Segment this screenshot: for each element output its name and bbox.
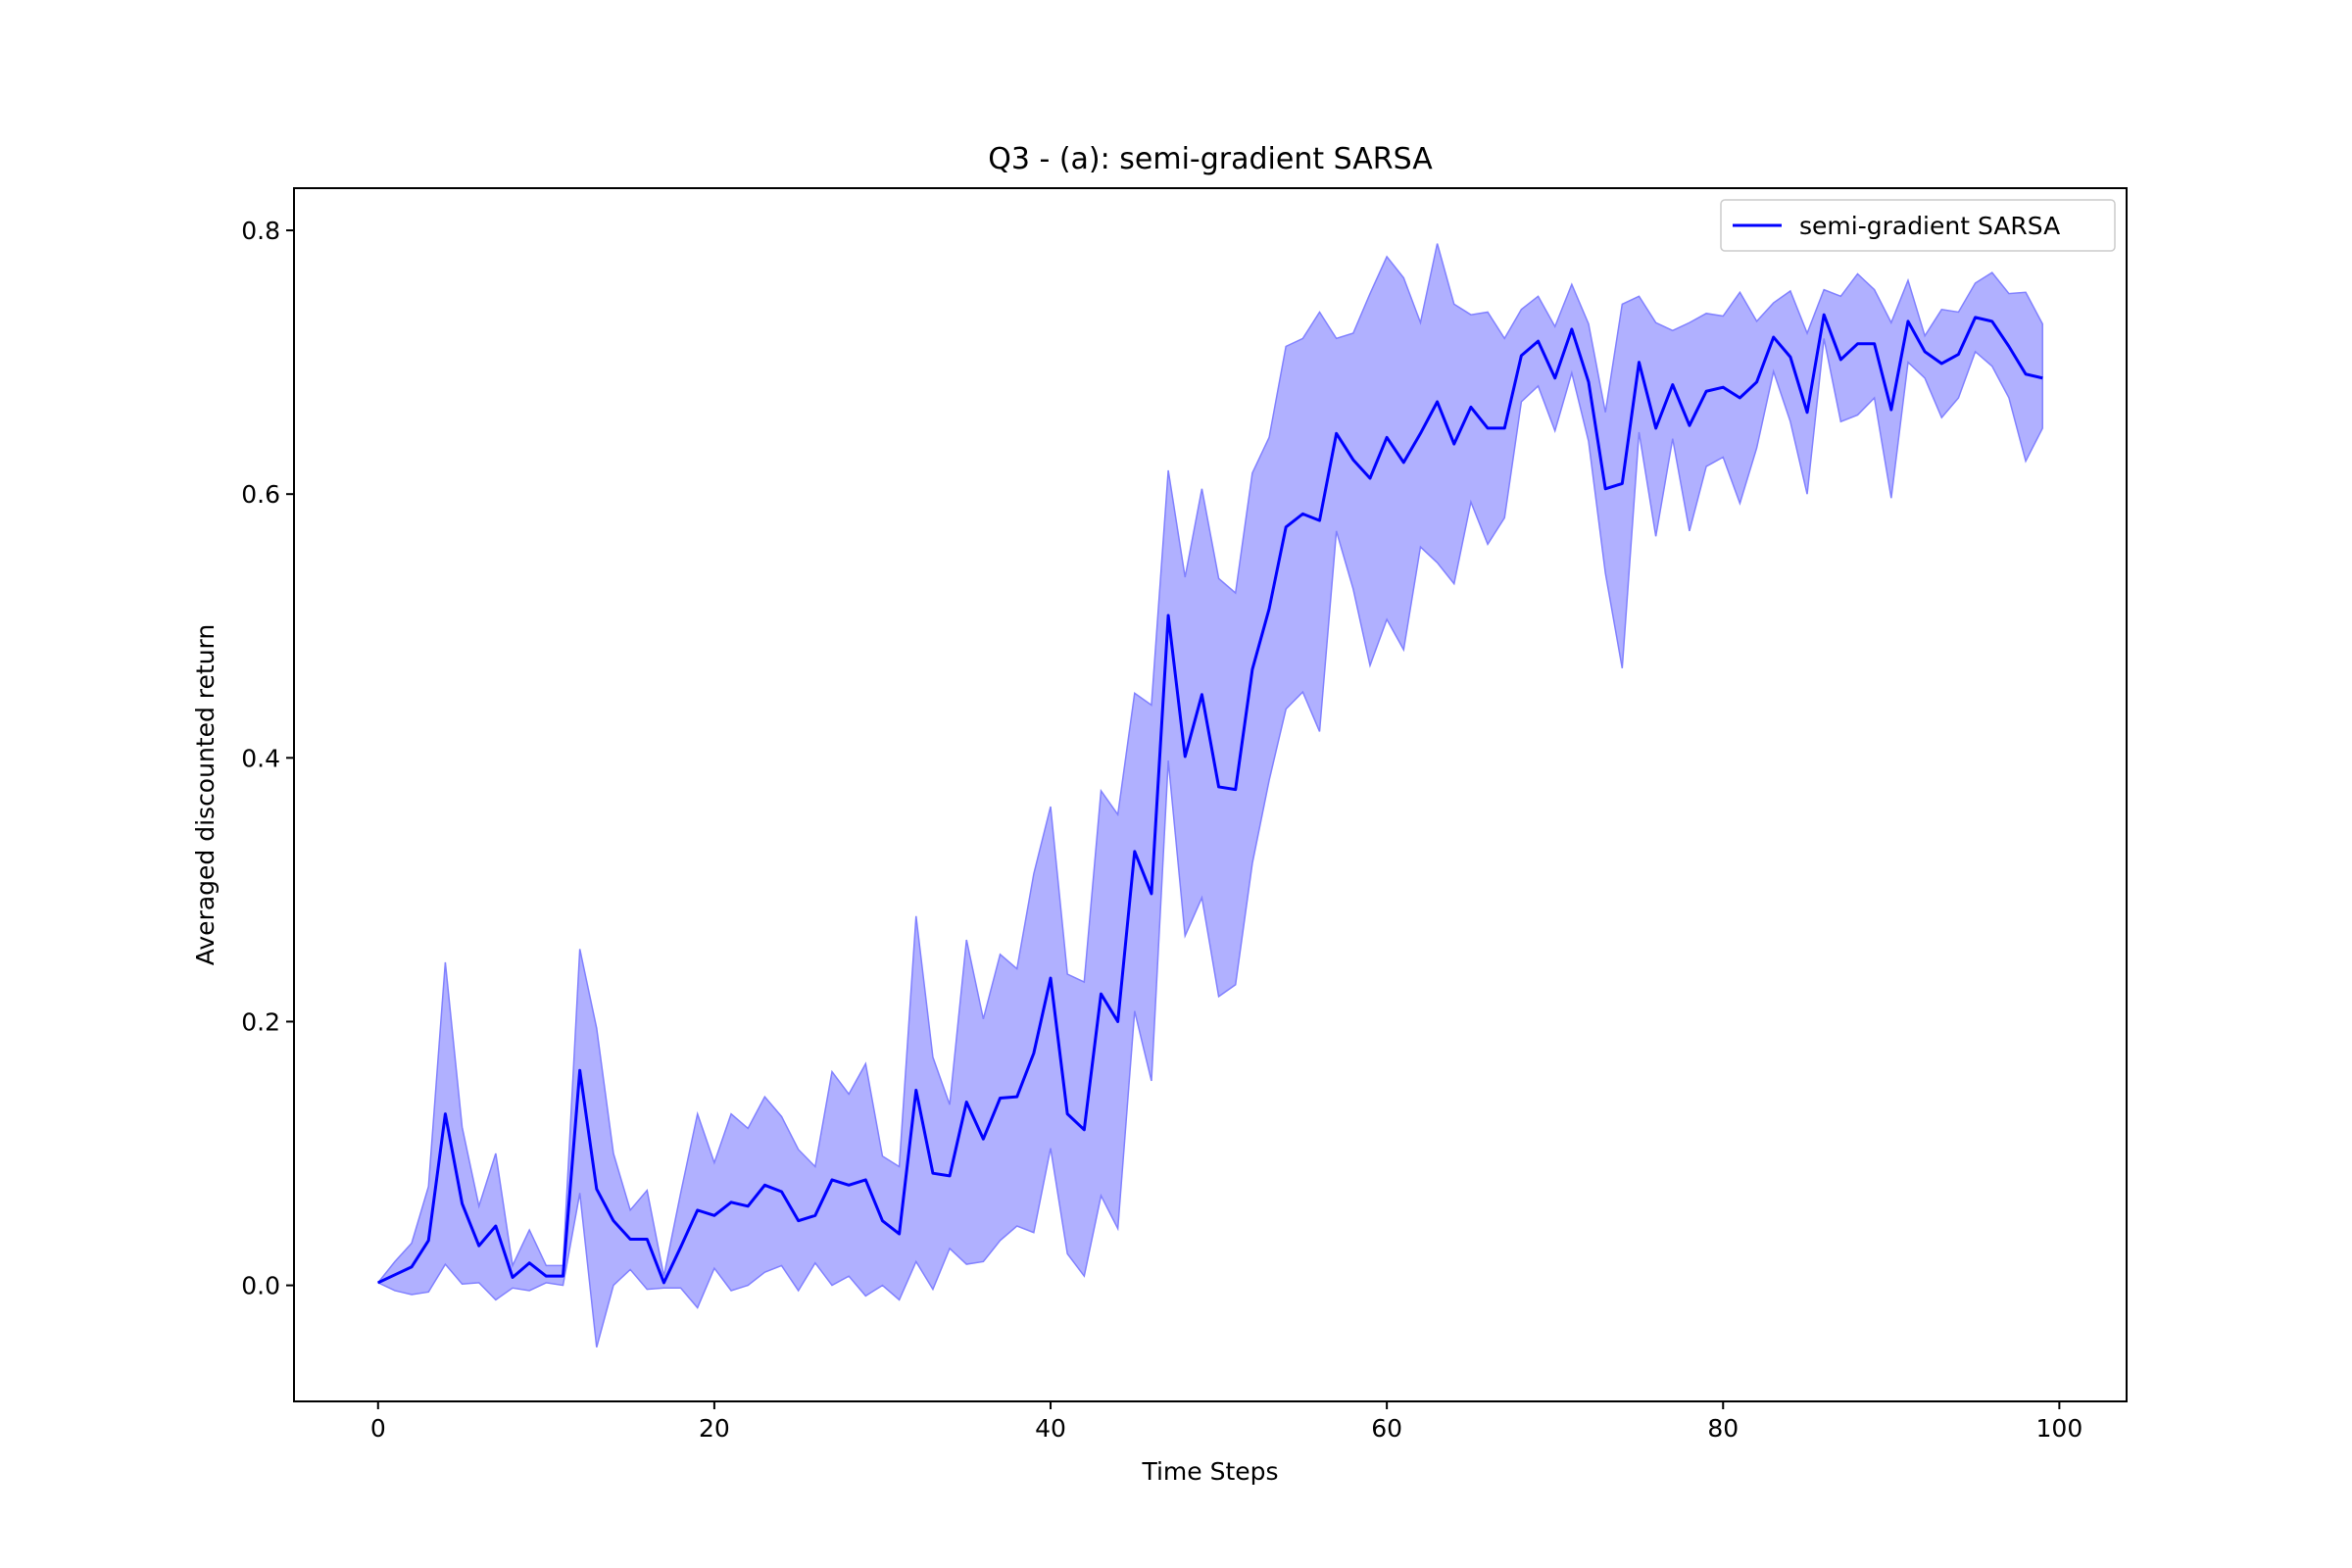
y-tick-label: 0.4: [241, 744, 280, 772]
y-tick-label: 0.8: [241, 217, 280, 245]
y-tick-label: 0.0: [241, 1272, 280, 1300]
x-tick-label: 80: [1707, 1414, 1739, 1443]
y-tick-label: 0.2: [241, 1007, 280, 1036]
series-line: [377, 313, 2043, 1285]
legend: semi-gradient SARSA: [1720, 199, 2116, 252]
chart-title: Q3 - (a): semi-gradient SARSA: [988, 142, 1433, 176]
x-tick-label: 40: [1035, 1414, 1066, 1443]
legend-label: semi-gradient SARSA: [1799, 212, 2060, 240]
x-tick-label: 0: [370, 1414, 386, 1443]
x-tick-label: 100: [2036, 1414, 2083, 1443]
axes-frame: [293, 187, 2128, 1402]
y-tick-label: 0.6: [241, 480, 280, 509]
axes: 0 20 40 60 80 100 0.0 0.2 0.4 0.6 0.8: [241, 187, 2128, 1443]
x-axis-label: Time Steps: [1141, 1457, 1278, 1486]
x-tick-label: 60: [1371, 1414, 1402, 1443]
plot-area: [376, 243, 2043, 1348]
legend-box: [1720, 199, 2116, 252]
x-tick-label: 20: [699, 1414, 730, 1443]
y-axis-label: Averaged discounted return: [191, 624, 220, 966]
confidence-band: [376, 243, 2043, 1348]
